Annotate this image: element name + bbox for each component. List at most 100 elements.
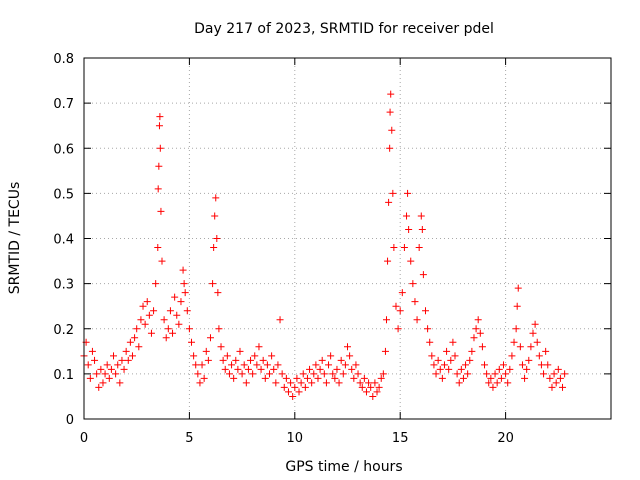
- chart-title: Day 217 of 2023, SRMTID for receiver pde…: [194, 21, 494, 37]
- data-point: [135, 343, 143, 351]
- data-point: [440, 361, 448, 369]
- data-point: [333, 365, 341, 373]
- data-point: [430, 361, 438, 369]
- data-point: [202, 347, 210, 355]
- data-point: [280, 383, 288, 391]
- data-point: [487, 374, 495, 382]
- data-point: [404, 189, 412, 197]
- data-point: [84, 361, 92, 369]
- data-point: [396, 307, 404, 315]
- data-point: [356, 379, 364, 387]
- x-tick-label: 15: [392, 431, 409, 446]
- data-point: [362, 388, 370, 396]
- data-point: [253, 361, 261, 369]
- data-point: [518, 361, 526, 369]
- x-tick-label: 10: [287, 431, 304, 446]
- data-point: [297, 379, 305, 387]
- data-point: [394, 325, 402, 333]
- y-tick-label: 0.3: [53, 278, 74, 293]
- data-point: [242, 379, 250, 387]
- data-point: [268, 352, 276, 360]
- data-point: [546, 374, 554, 382]
- data-point: [166, 307, 174, 315]
- data-point: [88, 347, 96, 355]
- data-point: [405, 225, 413, 233]
- data-point: [521, 374, 529, 382]
- data-point: [255, 343, 263, 351]
- data-point: [270, 365, 278, 373]
- data-point: [387, 90, 395, 98]
- data-point: [112, 370, 120, 378]
- data-point: [510, 338, 518, 346]
- data-point: [544, 361, 552, 369]
- data-point: [478, 343, 486, 351]
- data-point: [384, 257, 392, 265]
- data-point: [400, 244, 408, 252]
- data-point: [247, 356, 255, 364]
- y-tick-label: 0.5: [53, 187, 74, 202]
- data-point: [344, 343, 351, 351]
- data-point: [150, 307, 158, 315]
- y-tick-label: 0.8: [53, 52, 74, 67]
- axis-ticks: [83, 57, 611, 420]
- data-point: [421, 307, 429, 315]
- y-tick-label: 0.1: [53, 368, 74, 383]
- data-point: [276, 316, 284, 324]
- data-point: [453, 370, 461, 378]
- data-point: [377, 374, 385, 382]
- data-point: [213, 235, 221, 242]
- data-point: [190, 352, 198, 360]
- data-point: [259, 356, 267, 364]
- data-point: [225, 370, 233, 378]
- data-point: [409, 280, 417, 288]
- data-point: [449, 338, 457, 346]
- data-point: [99, 379, 107, 387]
- data-points: [80, 90, 569, 400]
- data-point: [124, 356, 132, 364]
- data-point: [194, 370, 202, 378]
- data-point: [139, 302, 147, 310]
- data-point: [185, 325, 193, 333]
- data-point: [228, 361, 236, 369]
- data-point: [499, 361, 507, 369]
- data-point: [556, 374, 564, 382]
- data-point: [278, 370, 286, 378]
- y-tick-label: 0.6: [53, 142, 74, 157]
- data-point: [101, 370, 109, 378]
- data-point: [223, 352, 231, 360]
- data-point: [154, 185, 162, 193]
- y-tick-label: 0: [66, 413, 74, 428]
- data-point: [211, 212, 219, 220]
- y-tick-label: 0.4: [53, 233, 74, 248]
- data-point: [443, 347, 451, 355]
- data-point: [392, 302, 400, 310]
- data-point: [287, 379, 295, 387]
- data-point: [341, 361, 349, 369]
- data-point: [289, 392, 297, 400]
- data-point: [196, 379, 204, 387]
- data-point: [181, 289, 189, 297]
- data-point: [346, 352, 354, 360]
- data-point: [274, 361, 282, 369]
- data-point: [204, 356, 212, 364]
- data-point: [559, 383, 567, 391]
- data-point: [152, 280, 160, 288]
- data-point: [86, 374, 94, 382]
- data-point: [295, 388, 303, 396]
- data-point: [107, 365, 115, 373]
- data-point: [489, 383, 497, 391]
- data-point: [548, 383, 556, 391]
- data-point: [155, 122, 163, 130]
- data-point: [180, 280, 188, 288]
- data-point: [413, 316, 421, 324]
- data-point: [360, 374, 368, 382]
- data-point: [154, 244, 162, 252]
- data-point: [215, 325, 223, 333]
- data-point: [238, 370, 246, 378]
- data-point: [438, 374, 446, 382]
- data-point: [493, 379, 501, 387]
- data-point: [472, 325, 480, 333]
- data-point: [337, 356, 345, 364]
- data-point: [212, 194, 220, 202]
